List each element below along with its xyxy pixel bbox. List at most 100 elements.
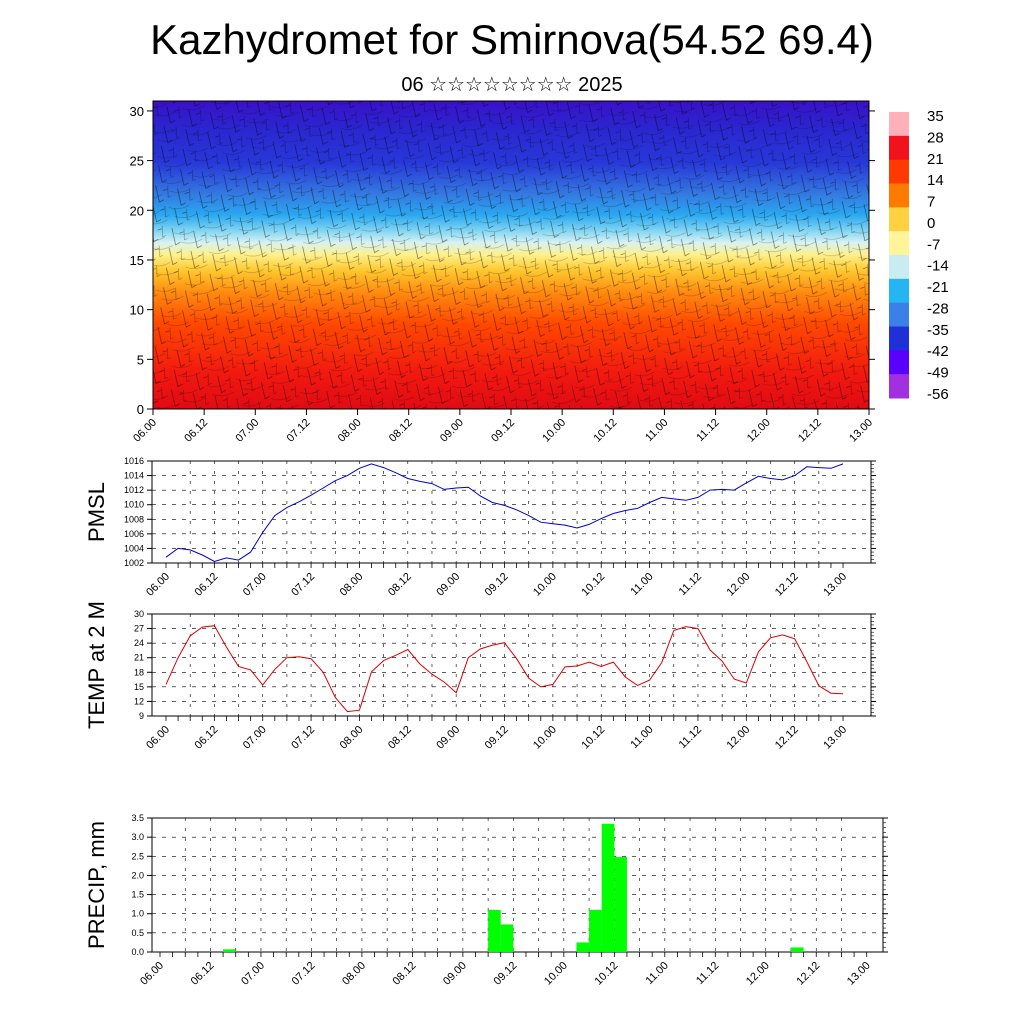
colorbar-label: -28 [927, 300, 949, 317]
precip-bar [791, 947, 804, 952]
page-subtitle: 06 ☆☆☆☆☆☆☆☆ 2025 [401, 74, 623, 96]
plot-frame [151, 613, 872, 717]
x-tick-label: 07.00 [233, 417, 261, 445]
x-tick-label: 12.00 [745, 417, 773, 445]
colorbar-swatch [889, 183, 909, 208]
y-tick-label: 1004 [124, 543, 144, 553]
x-tick-label: 12.00 [724, 571, 752, 599]
precip-chart: 0.0 0.5 1.0 1.5 2.0 2.5 3.0 3.5 06.00 06.12 07.00 0… [84, 813, 888, 988]
x-tick-label: 07.12 [289, 571, 317, 599]
x-tick-label: 08.12 [387, 417, 415, 445]
page-title: Kazhydromet for Smirnova(54.52 69.4) [150, 16, 874, 63]
x-tick-label: 06.12 [193, 724, 221, 752]
y-tick-label: 1010 [124, 500, 144, 510]
colorbar-swatch [889, 302, 909, 327]
x-tick-label: 10.12 [592, 960, 620, 988]
x-tick-label: 09.12 [492, 960, 520, 988]
x-tick-label: 11.00 [628, 724, 655, 751]
x-tick-label: 10.00 [540, 417, 568, 445]
y-tick-label: 10 [130, 303, 144, 318]
y-tick-label: 24 [134, 638, 144, 648]
x-tick-label: 11.12 [694, 417, 721, 444]
x-tick-label: 08.00 [338, 724, 366, 752]
x-tick-label: 07.12 [290, 960, 318, 988]
y-tick-label: 3.0 [131, 832, 144, 842]
x-tick-label: 09.12 [489, 417, 517, 445]
colorbar-swatch [889, 159, 909, 184]
y-tick-label: 1002 [124, 558, 144, 568]
colorbar-swatch [889, 326, 909, 351]
colorbar-label: 7 [927, 194, 935, 211]
colorbar-label: -56 [927, 386, 949, 403]
y-tick-label: 1006 [124, 529, 144, 539]
x-tick-label: 08.00 [340, 960, 368, 988]
precip-bar [488, 909, 501, 952]
x-tick-label: 07.00 [241, 724, 269, 752]
x-tick-label: 06.12 [182, 417, 210, 445]
colorbar-swatch [889, 207, 909, 232]
precip-bar [576, 942, 590, 952]
colorbar-swatch [889, 255, 909, 280]
y-tick-label: 30 [130, 104, 144, 119]
colorbar-swatch [889, 374, 909, 399]
colorbar-label: 0 [927, 215, 935, 232]
precip-bar [500, 924, 514, 952]
y-tick-label: 0.0 [131, 947, 144, 957]
y-tick-label: 1014 [124, 471, 144, 481]
y-axis-label: TEMP at 2 M [84, 601, 109, 729]
x-tick-label: 08.12 [386, 724, 414, 752]
precip-bar [614, 857, 627, 952]
colorbar-swatch [889, 135, 909, 161]
colorbar-label: -21 [927, 279, 949, 296]
x-tick-label: 06.00 [144, 724, 172, 752]
x-tick-label: 10.12 [591, 417, 619, 445]
x-tick-label: 10.00 [531, 571, 559, 599]
y-tick-label: 1016 [124, 456, 144, 466]
x-tick-label: 12.12 [773, 724, 801, 752]
y-tick-label: 15 [134, 682, 144, 692]
colorbar-swatch [889, 350, 909, 375]
x-tick-label: 06.12 [193, 571, 221, 599]
x-tick-label: 11.00 [628, 571, 655, 598]
y-tick-label: 9 [139, 711, 144, 721]
y-tick-label: 3.5 [131, 813, 144, 823]
y-tick-label: 18 [134, 667, 144, 677]
y-tick-label: 5 [137, 352, 144, 367]
temperature-cross-section: 0 5 10 15 20 25 30 06.00 06.12 07.00 07.12 08.00 08.… [130, 100, 875, 445]
pmsl-series-line [165, 463, 844, 563]
y-tick-label: 30 [134, 609, 144, 619]
y-tick-label: 0.5 [131, 928, 144, 938]
x-tick-label: 09.12 [483, 571, 511, 599]
x-tick-label: 13.00 [845, 960, 873, 988]
x-tick-label: 07.12 [285, 417, 313, 445]
pmsl-chart: 1002 1004 1006 1008 1010 1012 1014 1016 06.00 06.… [84, 456, 876, 599]
y-tick-label: 12 [134, 696, 144, 706]
y-axis-label: PMSL [84, 482, 109, 542]
y-tick-label: 15 [130, 253, 144, 268]
colorbar-label: -42 [927, 343, 949, 360]
x-tick-label: 13.00 [821, 724, 849, 752]
x-tick-label: 13.00 [847, 417, 875, 445]
y-tick-label: 20 [130, 203, 144, 218]
x-tick-label: 10.00 [542, 960, 570, 988]
x-tick-label: 12.00 [724, 724, 752, 752]
y-tick-label: 21 [134, 653, 144, 663]
x-tick-label: 07.00 [239, 960, 267, 988]
x-tick-label: 06.00 [131, 417, 159, 445]
precip-bar [589, 909, 602, 952]
x-tick-label: 09.00 [438, 417, 466, 445]
colorbar-label: -35 [927, 322, 949, 339]
colorbar-label: -49 [927, 365, 949, 382]
x-tick-label: 12.12 [796, 417, 824, 445]
colorbar-label: 14 [927, 172, 944, 189]
plot-frame [151, 460, 872, 564]
temp-2m-chart: 9 12 15 18 21 24 27 30 06.00 06.12 07.00 07.12 08.00… [84, 601, 876, 752]
x-tick-label: 12.12 [773, 571, 801, 599]
wind-streamlines [153, 101, 869, 409]
x-tick-label: 08.00 [336, 417, 364, 445]
x-tick-label: 06.00 [138, 960, 166, 988]
colorbar-label: -14 [927, 258, 949, 275]
precip-bar [223, 949, 236, 952]
x-tick-label: 06.12 [189, 960, 217, 988]
x-tick-label: 08.00 [338, 571, 366, 599]
